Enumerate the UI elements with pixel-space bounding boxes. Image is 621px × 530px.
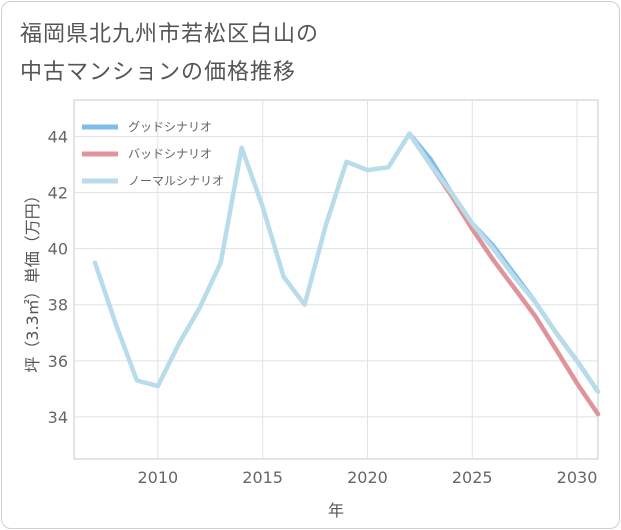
legend-label-0: グッドシナリオ (128, 120, 212, 134)
x-tick-label: 2010 (137, 468, 178, 487)
chart-title-line-1: 福岡県北九州市若松区白山の (20, 22, 320, 47)
chart-title-line-2: 中古マンションの価格推移 (20, 60, 297, 85)
y-axis-label: 坪（3.3㎡）単価（万円） (23, 187, 42, 372)
series-line-2 (92, 131, 601, 394)
y-tick-label: 36 (48, 352, 68, 371)
series-lines (92, 131, 601, 417)
x-tick-label: 2025 (452, 468, 493, 487)
y-axis-ticks: 34 36 38 40 42 44 (48, 127, 68, 426)
legend-label-2: ノーマルシナリオ (128, 174, 224, 188)
y-tick-label: 34 (48, 408, 68, 427)
y-tick-label: 40 (48, 240, 68, 259)
x-axis-label: 年 (328, 501, 344, 520)
x-tick-label: 2030 (557, 468, 598, 487)
x-tick-label: 2020 (347, 468, 388, 487)
y-tick-label: 38 (48, 296, 68, 315)
x-tick-label: 2015 (242, 468, 283, 487)
grid-lines (74, 100, 598, 459)
legend-label-1: バッドシナリオ (128, 147, 212, 161)
x-axis-ticks: 2010 2015 2020 2025 2030 (137, 468, 597, 487)
y-tick-label: 42 (48, 184, 68, 203)
y-tick-label: 44 (48, 127, 68, 146)
